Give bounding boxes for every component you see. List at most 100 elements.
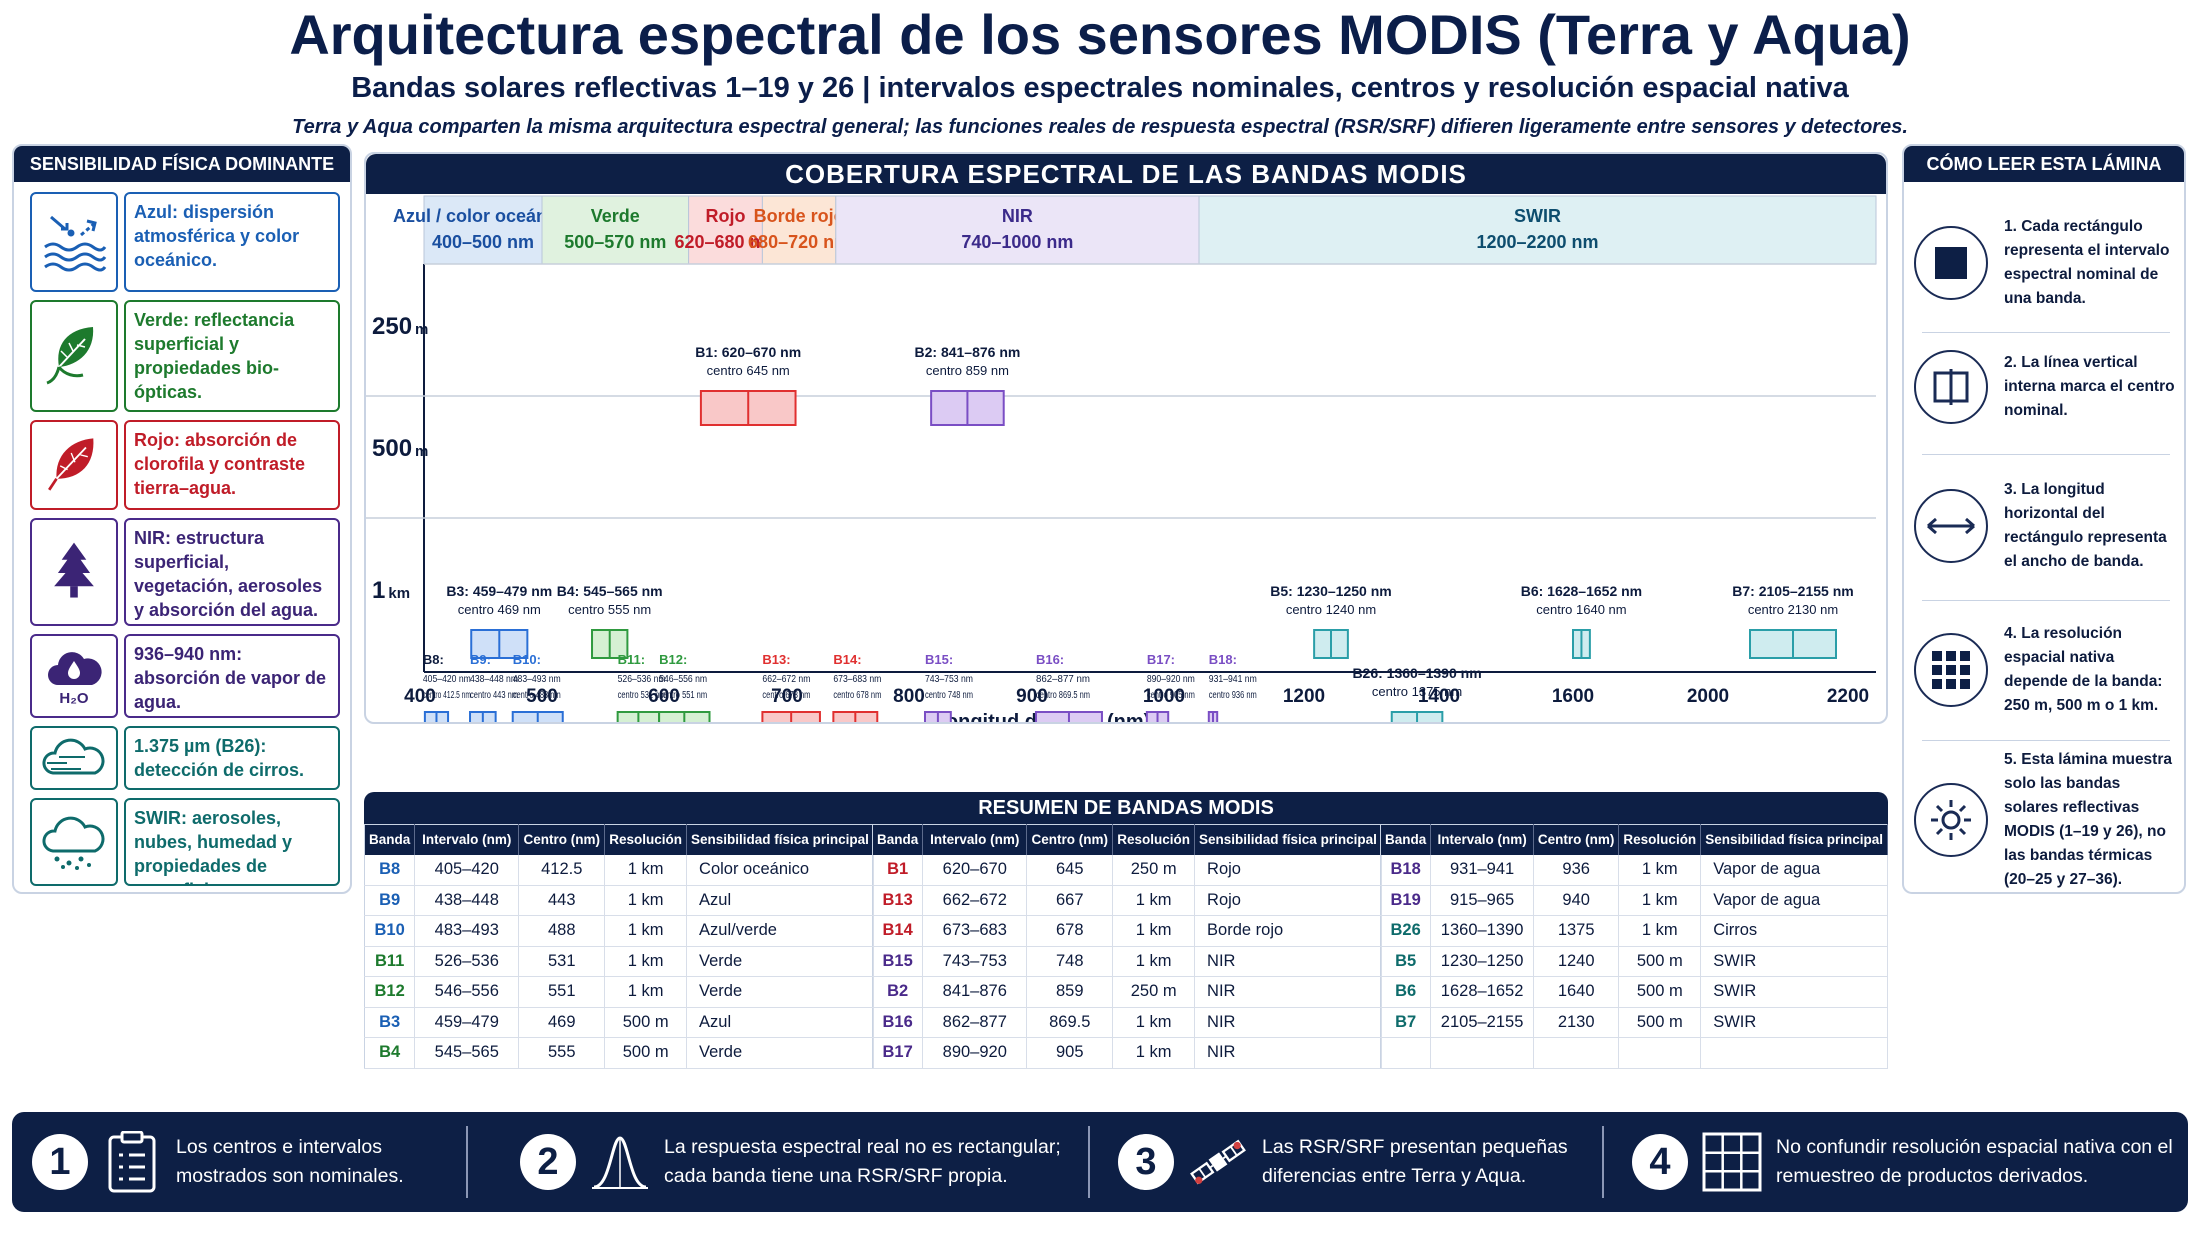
band-range-b18: 931–941 nm [1209, 673, 1257, 685]
cell-band: B8 [364, 854, 416, 886]
cell-interval: 545–565 [414, 1037, 520, 1069]
filled-square-icon [1914, 226, 1988, 300]
cell-center: 551 [518, 976, 606, 1008]
region-name: Rojo [706, 206, 746, 226]
cell-band: B26 [1380, 915, 1432, 947]
table-row: B16 862–877 869.5 1 km NIR [872, 1007, 1382, 1038]
cell-center: 531 [518, 946, 606, 977]
table-row: B6 1628–1652 1640 500 m SWIR [1380, 976, 1888, 1008]
aerosol-cloud-icon [30, 798, 118, 886]
region-box [423, 195, 543, 265]
band-label-b10: B10: [513, 652, 541, 667]
band-label-b6: B6: 1628–1652 nm [1521, 583, 1642, 599]
band-center-label-b26: centro 1375 nm [1372, 684, 1462, 699]
sensitivity-item-water-vapor: H₂O 936–940 nm: absorción de vapor de ag… [30, 634, 340, 718]
band-label-b7: B7: 2105–2155 nm [1732, 583, 1853, 599]
cell-band: B18 [1380, 854, 1432, 886]
x-tick-label: 1400 [1418, 686, 1460, 707]
sensitivity-item-swir: SWIR: aerosoles, nubes, humedad y propie… [30, 798, 340, 886]
table-row: B19 915–965 940 1 km Vapor de agua [1380, 885, 1888, 916]
cell-band: B6 [1380, 976, 1432, 1008]
band-summary: RESUMEN DE BANDAS MODIS Banda Intervalo (… [364, 792, 1888, 1082]
how-to-item: 4. La resolución espacial nativa depende… [1914, 610, 2178, 730]
tree-icon [30, 518, 118, 626]
x-tick-label: 700 [771, 686, 803, 707]
cell-band: B2 [872, 976, 924, 1008]
cell-res [1618, 1037, 1702, 1069]
sensitivity-text: 1.375 µm (B26): detección de cirros. [124, 726, 340, 790]
column-header: Resolución [1618, 824, 1702, 855]
table-row: B26 1360–1390 1375 1 km Cirros [1380, 915, 1888, 947]
region-box [1198, 195, 1877, 265]
center-line-icon [1914, 350, 1988, 424]
cell-res: 500 m [1618, 976, 1702, 1008]
spectral-chart-panel: COBERTURA ESPECTRAL DE LAS BANDAS MODIS … [364, 152, 1888, 724]
cell-sens: Color oceánico [686, 854, 874, 886]
x-tick-label: 2000 [1687, 686, 1729, 707]
sensitivity-panel: SENSIBILIDAD FÍSICA DOMINANTE Azul: disp… [12, 144, 352, 894]
table-row: B5 1230–1250 1240 500 m SWIR [1380, 946, 1888, 977]
band-label-b17: B17: [1147, 652, 1175, 667]
cell-interval: 459–479 [414, 1007, 520, 1038]
column-header: Banda [872, 824, 924, 855]
cell-band: B5 [1380, 946, 1432, 977]
cell-res: 1 km [1112, 915, 1196, 947]
footer-number: 4 [1632, 1134, 1688, 1190]
water-vapor-cloud-icon: H₂O [30, 634, 118, 718]
divider [1922, 332, 2170, 333]
table-row: B3 459–479 469 500 m Azul [364, 1007, 874, 1038]
footer-note-1: 1 Los centros e intervalos mostrados son… [32, 1112, 472, 1212]
column-header: Sensibilidad física principal [1194, 824, 1382, 855]
how-to-item: 5. Esta lámina muestra solo las bandas s… [1914, 750, 2178, 890]
band-range-b10: 483–493 nm [513, 673, 561, 685]
band-label-b3: B3: 459–479 nm [446, 583, 552, 599]
column-header: Banda [364, 824, 416, 855]
how-to-read-panel: CÓMO LEER ESTA LÁMINA 1. Cada rectángulo… [1902, 144, 2186, 894]
footer-note-2: 2 La respuesta espectral real no es rect… [520, 1112, 1080, 1212]
band-range-b17: 890–920 nm [1147, 673, 1195, 685]
divider [466, 1126, 468, 1198]
cell-center: 678 [1026, 915, 1114, 947]
cell-res: 1 km [1112, 946, 1196, 977]
footer-text: No confundir resolución espacial nativa … [1776, 1136, 2173, 1187]
cell-center: 443 [518, 885, 606, 916]
page-note: Terra y Aqua comparten la misma arquitec… [292, 116, 1908, 138]
footer-text: La respuesta espectral real no es rectan… [664, 1136, 1061, 1187]
clipboard-icon [100, 1130, 164, 1194]
cell-interval: 890–920 [922, 1037, 1028, 1069]
cell-center: 667 [1026, 885, 1114, 916]
sensitivity-item-blue: Azul: dispersión atmosférica y color oce… [30, 192, 340, 292]
table-title: RESUMEN DE BANDAS MODIS [364, 792, 1888, 824]
cell-sens: NIR [1194, 946, 1382, 977]
x-tick-label: 800 [893, 686, 925, 707]
band-label-b14: B14: [833, 652, 861, 667]
cell-sens: Cirros [1700, 915, 1888, 947]
band-range-b16: 862–877 nm [1036, 673, 1090, 685]
cell-center: 469 [518, 1007, 606, 1038]
band-center-label-b1: centro 645 nm [707, 363, 790, 378]
cell-sens: NIR [1194, 976, 1382, 1008]
table-row: B8 405–420 412.5 1 km Color oceánico [364, 854, 874, 886]
cell-center: 412.5 [518, 854, 606, 886]
table-row: B11 526–536 531 1 km Verde [364, 946, 874, 977]
cell-sens: Verde [686, 976, 874, 1008]
table-row: B13 662–672 667 1 km Rojo [872, 885, 1382, 916]
cell-center: 859 [1026, 976, 1114, 1008]
band-table-2: Banda Intervalo (nm) Centro (nm) Resolución… [872, 824, 1382, 1069]
cell-center: 936 [1533, 854, 1620, 886]
band-label-b8: B8: [423, 652, 444, 667]
footer-note-3: 3 Las RSR/SRF presentan pequeñas diferen… [1118, 1112, 1618, 1212]
cell-res: 500 m [1618, 1007, 1702, 1038]
cell-band: B10 [364, 915, 416, 947]
cell-res: 1 km [604, 854, 688, 886]
cell-interval: 673–683 [922, 915, 1028, 947]
region-name: Verde [591, 206, 640, 226]
cell-center: 555 [518, 1037, 606, 1069]
cell-interval [1430, 1037, 1534, 1069]
band-label-b26: B26: 1360–1390 nm [1352, 665, 1481, 681]
cell-interval: 526–536 [414, 946, 520, 977]
band-table-3: Banda Intervalo (nm) Centro (nm) Resolución… [1380, 824, 1888, 1069]
band-center-label-b8: centro 412.5 nm [423, 690, 471, 701]
footer-number: 2 [520, 1134, 576, 1190]
band-label-b4: B4: 545–565 nm [557, 583, 663, 599]
